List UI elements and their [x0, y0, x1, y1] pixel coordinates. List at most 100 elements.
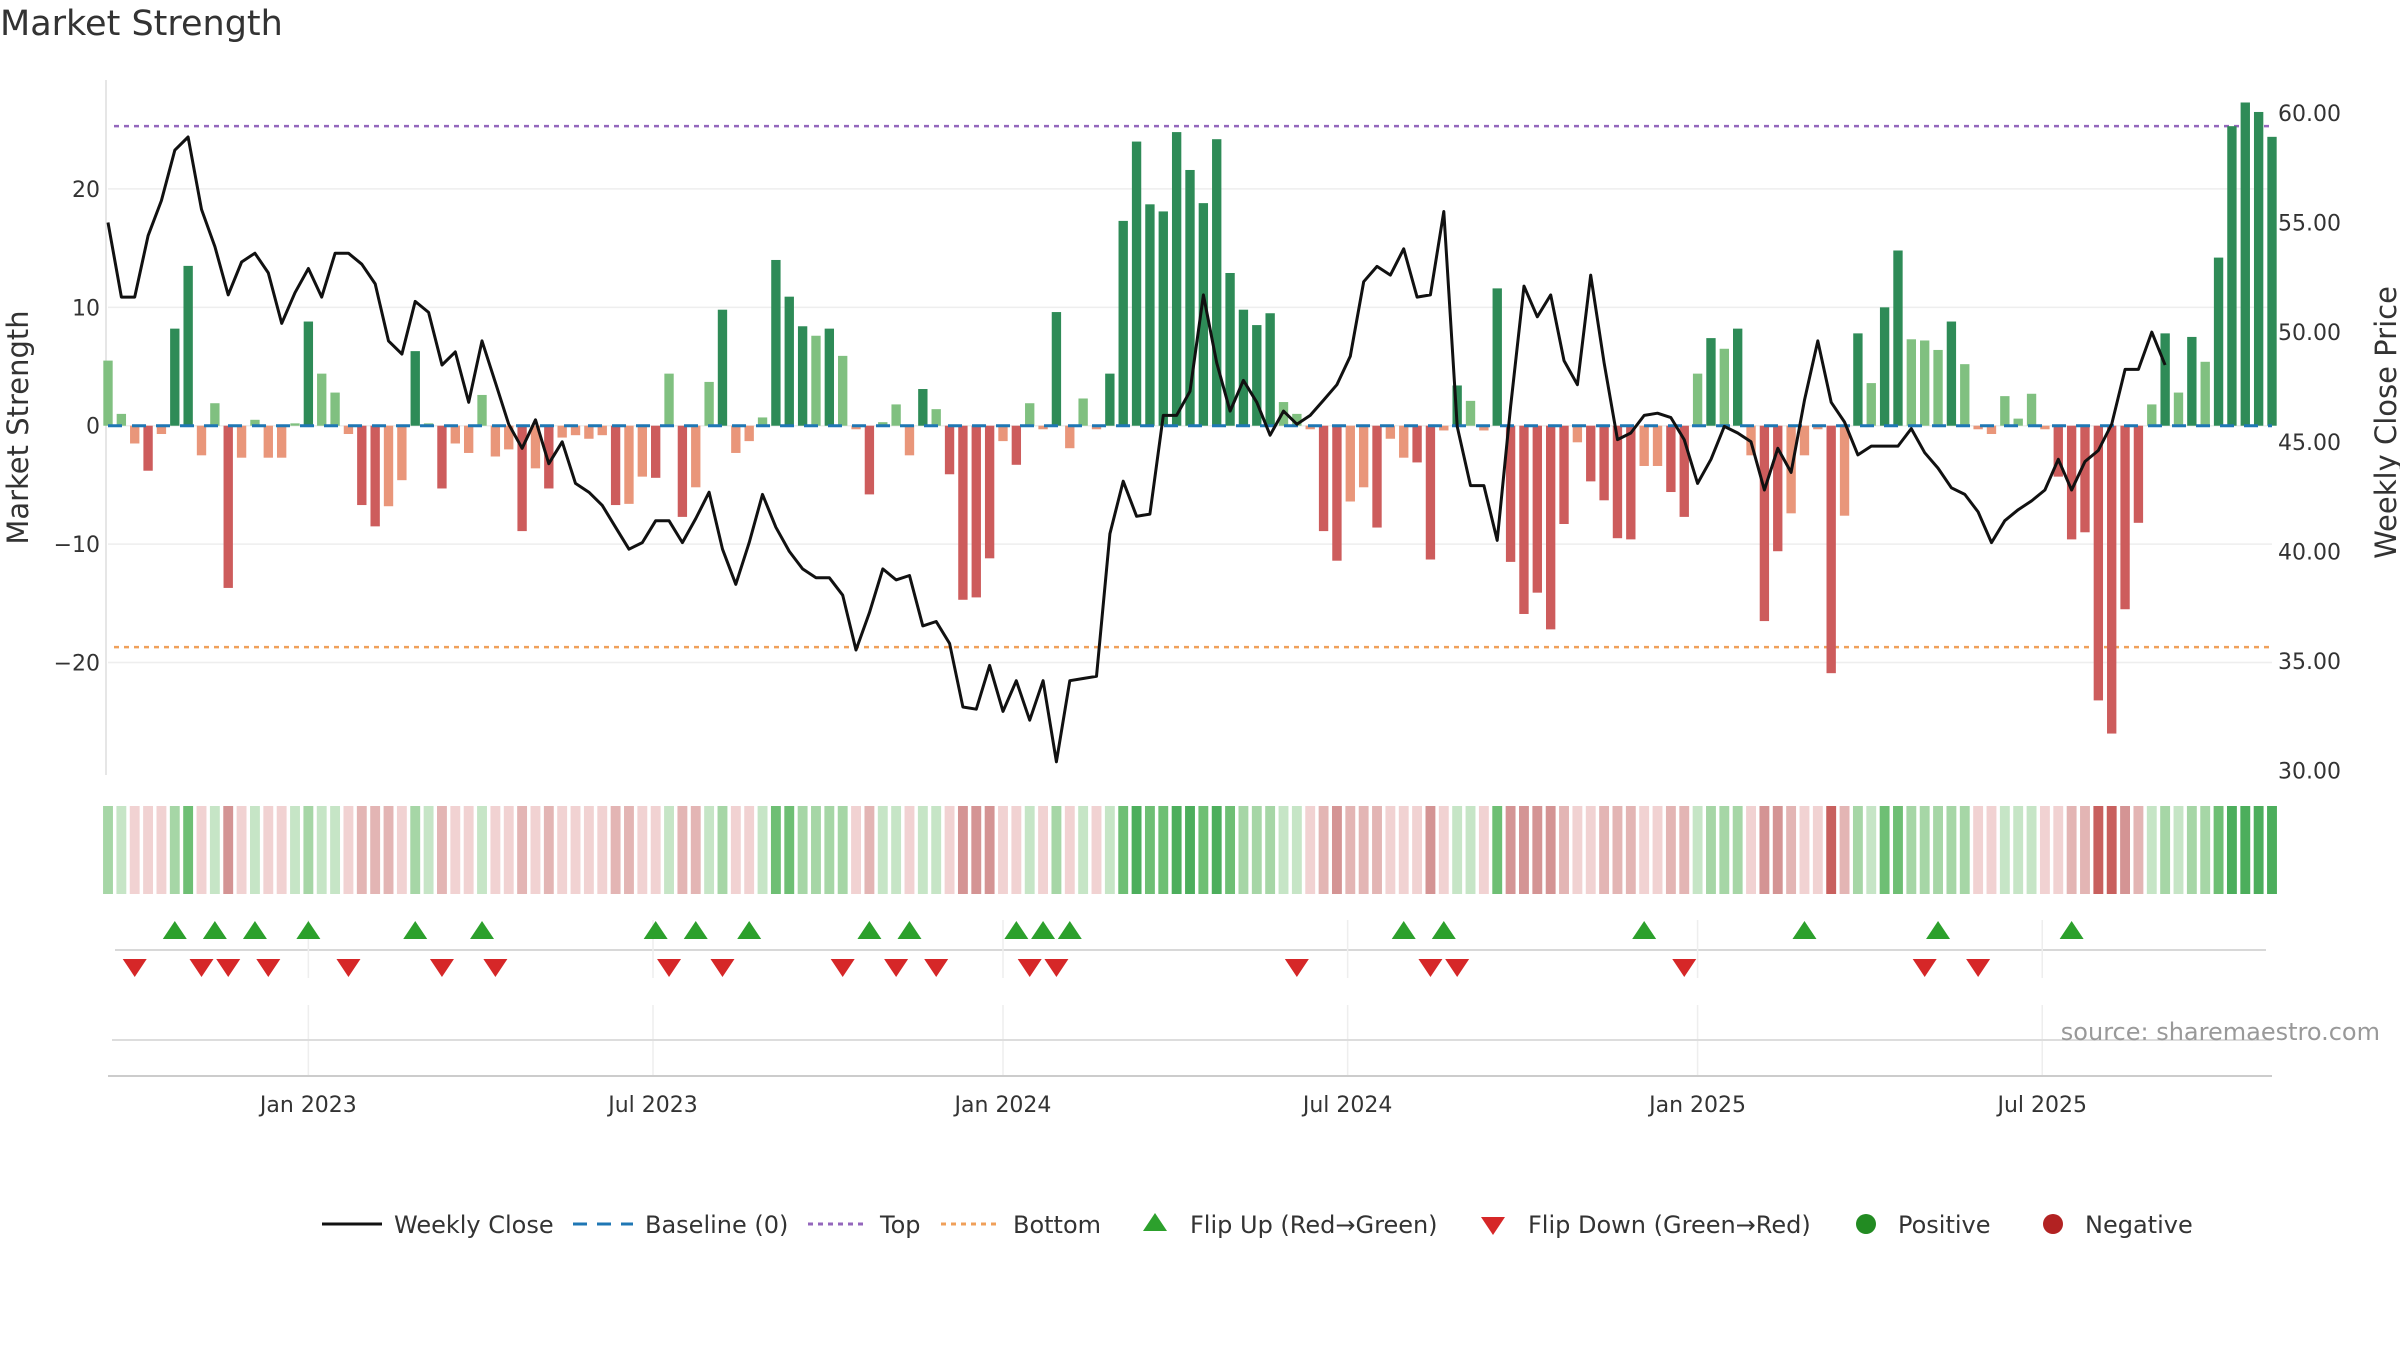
strength-bar: [223, 425, 233, 588]
strength-bar: [290, 423, 300, 426]
strength-bar: [2253, 111, 2264, 426]
heat-strip-cell: [1078, 806, 1089, 894]
heat-strip-cell: [1732, 806, 1743, 894]
strength-bar: [1839, 425, 1850, 516]
strength-bar: [851, 425, 861, 430]
strength-bar: [984, 425, 995, 559]
legend-swatch: [1143, 1213, 1167, 1231]
strength-bar: [1986, 425, 1997, 435]
strength-bar: [1572, 425, 1583, 443]
heat-strip-cell: [1425, 806, 1436, 894]
strength-bar: [1399, 425, 1409, 458]
heat-strip-cell: [1519, 806, 1529, 894]
heat-strip-cell: [2253, 806, 2264, 894]
heat-strip-cell: [957, 806, 968, 894]
heat-strip-cell: [597, 806, 608, 894]
heat-strip-cell: [1585, 806, 1596, 894]
heat-strip-cell: [316, 806, 327, 894]
heat-strip-cell: [343, 806, 354, 894]
strength-bar: [357, 425, 367, 506]
heat-strip-cell: [1893, 806, 1903, 894]
strength-bar: [1519, 425, 1529, 614]
strength-bar: [1051, 312, 1062, 426]
heat-strip-cell: [704, 806, 715, 894]
heat-strip-cell: [1358, 806, 1369, 894]
heat-strip-cell: [437, 806, 447, 894]
heat-strip-cell: [1839, 806, 1850, 894]
heat-strip-cell: [1986, 806, 1997, 894]
strength-bar: [250, 419, 260, 426]
heat-strip-cell: [1331, 806, 1342, 894]
heat-strip-cell: [2160, 806, 2171, 894]
flip-up-marker: [1004, 921, 1029, 939]
heat-strip-cell: [1946, 806, 1957, 894]
strength-bar: [2173, 392, 2184, 426]
heat-strip-cell: [1318, 806, 1329, 894]
legend-label: Negative: [2085, 1211, 2193, 1239]
strength-bar: [397, 425, 407, 481]
heat-strip-cell: [1251, 806, 1262, 894]
strength-bar: [878, 422, 888, 426]
heat-strip-cell: [904, 806, 915, 894]
strength-bar: [170, 328, 180, 426]
strength-bar: [1292, 413, 1302, 426]
heat-strip-cell: [1866, 806, 1877, 894]
heat-strip-cell: [2013, 806, 2024, 894]
heat-strip-cell: [2093, 806, 2104, 894]
strength-bar: [2213, 257, 2224, 426]
strength-bar: [1706, 338, 1716, 426]
strength-bar: [1465, 400, 1476, 426]
heat-strip-cell: [2200, 806, 2211, 894]
strength-bar: [1545, 425, 1556, 630]
heat-strip-cell: [998, 806, 1008, 894]
strength-bar: [2026, 393, 2037, 426]
heat-strip-cell: [303, 806, 314, 894]
strength-bar: [784, 296, 794, 426]
strength-bar: [704, 381, 714, 426]
legend-label: Positive: [1898, 1211, 1991, 1239]
heat-strip-cell: [650, 806, 661, 894]
strength-bar: [864, 425, 875, 495]
strength-bar: [2000, 396, 2010, 426]
heat-strip-cell: [477, 806, 487, 894]
flip-up-marker: [470, 921, 495, 939]
strength-bar: [343, 425, 354, 435]
strength-bar: [651, 425, 661, 478]
heat-strip-cell: [396, 806, 407, 894]
strength-bar: [1893, 250, 1903, 426]
strength-bar: [2120, 425, 2130, 610]
heat-strip-cell: [249, 806, 260, 894]
flip-down-marker: [884, 959, 909, 977]
heat-strip-cell: [891, 806, 902, 894]
flip-down-marker: [1966, 959, 1991, 977]
strength-bar: [1038, 425, 1048, 430]
strength-bar: [504, 425, 514, 450]
heat-strip-cell: [1959, 806, 1970, 894]
flip-up-marker: [1031, 921, 1056, 939]
flip-up-marker: [403, 921, 428, 939]
weekly-close-line: [106, 135, 2167, 764]
heat-strip-cell: [717, 806, 728, 894]
heat-strip-cell: [143, 806, 154, 894]
heat-strip-cell: [103, 806, 113, 894]
heat-strip-cell: [2133, 806, 2144, 894]
strength-bar: [971, 425, 981, 598]
heat-strip-cell: [690, 806, 701, 894]
heat-strip-cell: [1973, 806, 1984, 894]
heat-strip-cell: [677, 806, 688, 894]
flip-down-marker: [483, 959, 508, 977]
strength-bar: [2053, 425, 2063, 477]
heat-strip-cell: [1906, 806, 1917, 894]
strength-bar: [463, 425, 474, 453]
strength-bar: [1586, 425, 1596, 482]
heat-strip-cell: [2186, 806, 2197, 894]
heat-strip-cell: [877, 806, 888, 894]
strength-bar: [891, 404, 901, 426]
heat-strip-cell: [624, 806, 634, 894]
strength-bar: [1946, 321, 1957, 426]
legend-item: Negative: [2043, 1211, 2193, 1239]
flip-up-marker: [1391, 921, 1416, 939]
heat-strip-cell: [784, 806, 795, 894]
strength-bar: [1305, 425, 1315, 430]
